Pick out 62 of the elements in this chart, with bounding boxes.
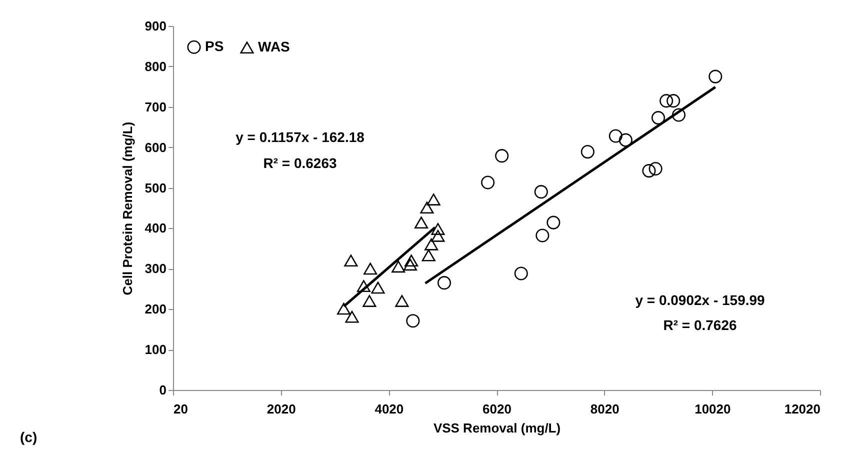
point	[660, 94, 674, 108]
legend-label: WAS	[258, 38, 290, 55]
annotation: R² = 0.7626	[663, 317, 737, 333]
x-tick-label: 20	[174, 402, 188, 416]
point	[364, 262, 378, 275]
point	[431, 223, 445, 235]
point	[414, 216, 428, 229]
y-tick-label: 600	[144, 140, 166, 155]
annotation: y = 0.1157x - 162.18	[236, 129, 365, 145]
y-tick-label: 900	[144, 18, 166, 34]
point	[437, 276, 452, 290]
point	[404, 254, 418, 267]
y-tick-label: 400	[144, 220, 166, 236]
point	[371, 282, 385, 294]
point	[495, 149, 509, 163]
y-tick-label: 300	[144, 261, 166, 276]
point	[608, 129, 622, 143]
x-tick-label: 10020	[694, 402, 731, 416]
point	[481, 176, 495, 190]
x-tick-label: 12020	[784, 402, 820, 416]
point	[345, 310, 359, 323]
point	[344, 254, 358, 267]
y-tick-label: 0	[159, 382, 166, 398]
point	[395, 295, 409, 307]
point	[336, 302, 351, 315]
point	[392, 260, 406, 273]
point	[424, 238, 438, 250]
text: (c)	[20, 429, 38, 445]
point	[356, 280, 370, 292]
point	[580, 145, 594, 159]
point	[546, 216, 560, 230]
point	[648, 162, 662, 176]
point	[672, 108, 686, 122]
point	[534, 185, 548, 199]
y-tick-label: 500	[144, 180, 166, 196]
x-tick-label: 4020	[374, 402, 404, 416]
legend-label: PS	[205, 38, 224, 54]
point	[422, 249, 436, 262]
annotation: R² = 0.6263	[263, 155, 337, 171]
point	[514, 266, 528, 280]
x-tick-label: 2020	[266, 402, 296, 416]
y-axis-title: Cell Protein Removal (mg/L)	[120, 122, 135, 296]
y-tick-label: 800	[144, 58, 166, 74]
point	[403, 258, 418, 271]
y-tick-label: 700	[144, 99, 166, 114]
y-tick-label: 100	[144, 342, 166, 358]
point	[666, 94, 680, 108]
x-tick-label: 6020	[482, 402, 512, 416]
x-tick-label: 8020	[590, 402, 620, 416]
point	[618, 133, 632, 147]
point	[406, 314, 420, 328]
point	[536, 228, 550, 242]
y-tick-label: 200	[144, 302, 166, 317]
point	[426, 194, 440, 206]
annotation: y = 0.0902x - 159.99	[635, 292, 766, 308]
point	[431, 230, 445, 242]
point	[651, 111, 666, 125]
point	[420, 202, 434, 214]
point	[708, 70, 722, 84]
point	[362, 295, 376, 307]
point	[642, 164, 656, 178]
x-axis-title: VSS Removal (mg/L)	[433, 420, 561, 436]
